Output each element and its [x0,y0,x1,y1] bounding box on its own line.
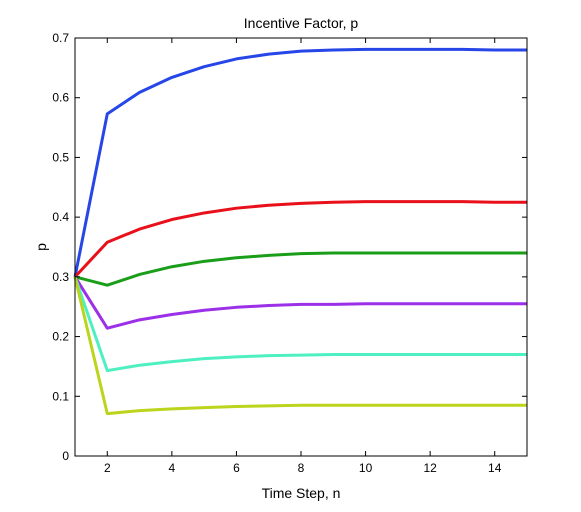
y-tick-label: 0.4 [52,210,69,224]
x-tick-label: 8 [298,461,305,475]
x-tick-label: 4 [169,461,176,475]
plot-area [75,38,527,456]
series-line-4 [73,276,527,330]
y-tick-label: 0.7 [52,31,69,45]
series-line-3 [74,251,527,287]
series-line-2 [73,200,527,278]
y-tick-label: 0.1 [52,389,69,403]
y-tick-label: 0.5 [52,150,69,164]
chart-title: Incentive Factor, p [244,15,359,31]
y-tick-label: 0.2 [52,330,69,344]
x-axis-ticks: 2 4 6 8 10 12 14 [104,38,502,475]
x-tick-label: 14 [488,461,502,475]
y-tick-label: 0.3 [52,270,69,284]
series-layer [73,47,527,416]
y-axis-ticks: 0 0.1 0.2 0.3 0.4 0.5 0.6 0.7 [52,31,527,463]
y-axis-label: p [33,243,49,251]
series-line-6 [73,276,527,416]
y-tick-label: 0 [62,449,69,463]
series-line-1 [73,47,527,278]
x-axis-label: Time Step, n [262,485,341,501]
series-line-5 [73,276,527,373]
x-tick-label: 12 [423,461,437,475]
y-tick-label: 0.6 [52,91,69,105]
x-tick-label: 2 [104,461,111,475]
x-tick-label: 10 [359,461,373,475]
x-tick-label: 6 [233,461,240,475]
